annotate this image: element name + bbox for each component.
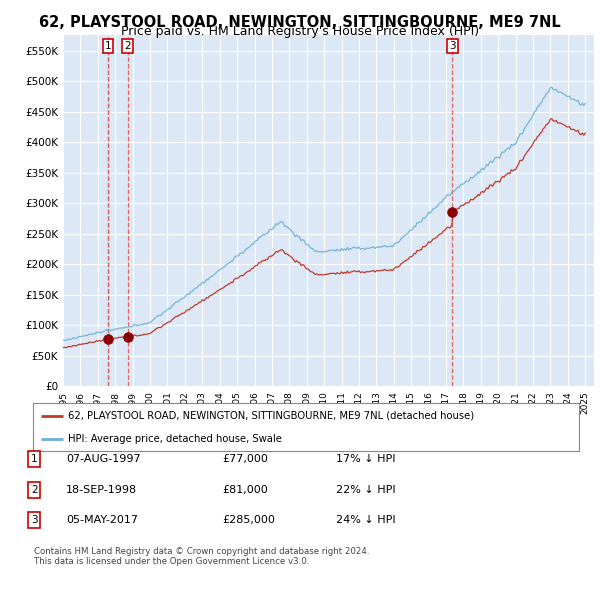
Text: 07-AUG-1997: 07-AUG-1997: [66, 454, 140, 464]
Text: 62, PLAYSTOOL ROAD, NEWINGTON, SITTINGBOURNE, ME9 7NL (detached house): 62, PLAYSTOOL ROAD, NEWINGTON, SITTINGBO…: [68, 411, 475, 421]
Text: Price paid vs. HM Land Registry's House Price Index (HPI): Price paid vs. HM Land Registry's House …: [121, 25, 479, 38]
Text: 2: 2: [124, 41, 131, 51]
Text: 05-MAY-2017: 05-MAY-2017: [66, 516, 138, 525]
Text: £285,000: £285,000: [222, 516, 275, 525]
Text: £81,000: £81,000: [222, 485, 268, 494]
Text: 1: 1: [104, 41, 111, 51]
Text: 17% ↓ HPI: 17% ↓ HPI: [336, 454, 395, 464]
Text: This data is licensed under the Open Government Licence v3.0.: This data is licensed under the Open Gov…: [34, 558, 310, 566]
Text: 2: 2: [31, 485, 38, 494]
Text: Contains HM Land Registry data © Crown copyright and database right 2024.: Contains HM Land Registry data © Crown c…: [34, 547, 370, 556]
Text: 3: 3: [31, 516, 38, 525]
Text: HPI: Average price, detached house, Swale: HPI: Average price, detached house, Swal…: [68, 434, 283, 444]
Text: 18-SEP-1998: 18-SEP-1998: [66, 485, 137, 494]
Text: £77,000: £77,000: [222, 454, 268, 464]
Text: 3: 3: [449, 41, 455, 51]
Text: 1: 1: [31, 454, 38, 464]
Text: 22% ↓ HPI: 22% ↓ HPI: [336, 485, 395, 494]
Text: 24% ↓ HPI: 24% ↓ HPI: [336, 516, 395, 525]
Text: 62, PLAYSTOOL ROAD, NEWINGTON, SITTINGBOURNE, ME9 7NL: 62, PLAYSTOOL ROAD, NEWINGTON, SITTINGBO…: [39, 15, 561, 30]
